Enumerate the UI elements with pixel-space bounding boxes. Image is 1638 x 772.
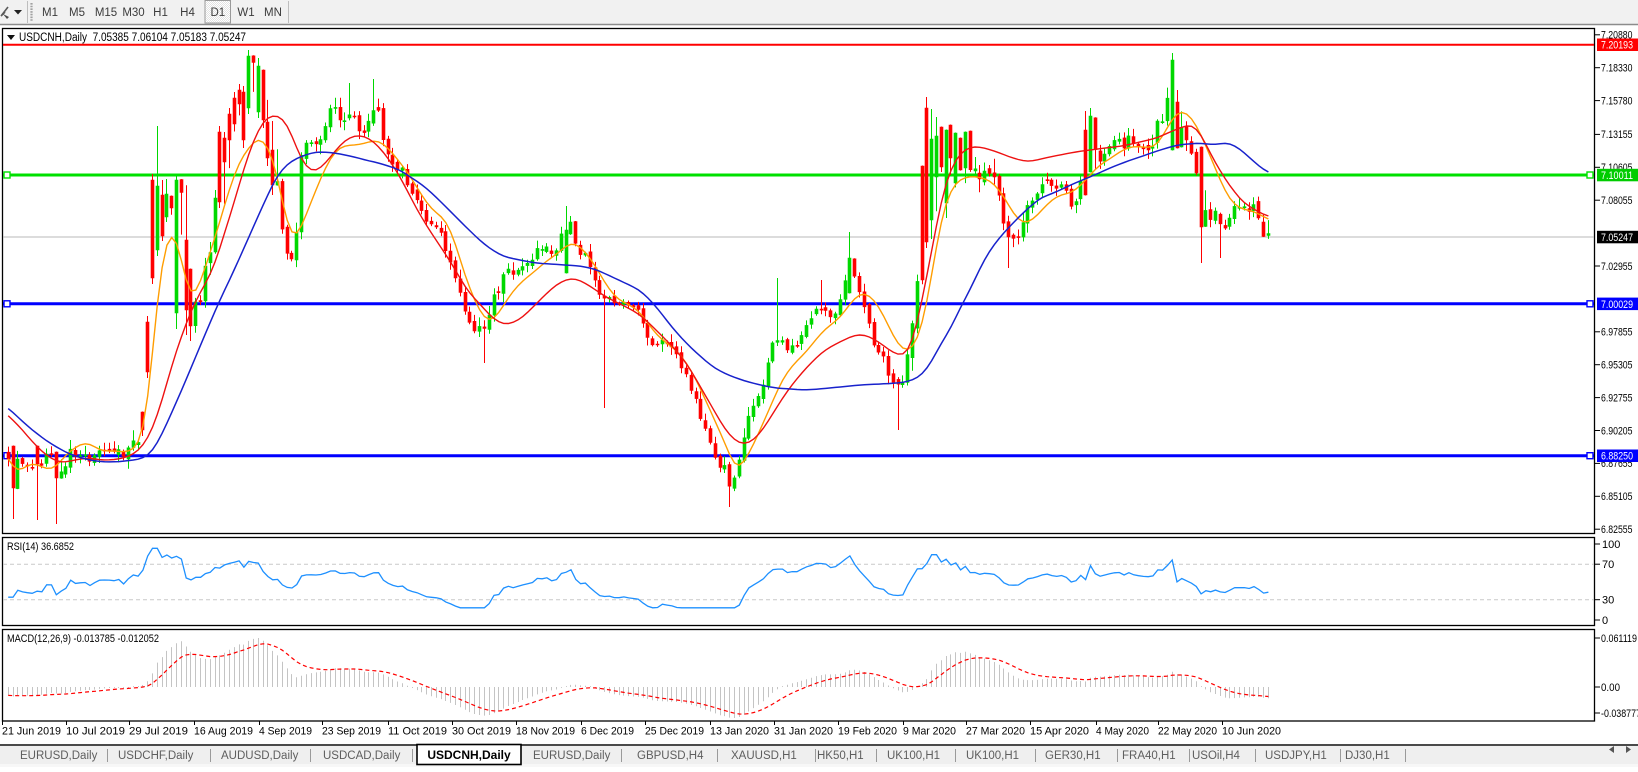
svg-text:16 Aug 2019: 16 Aug 2019 [194,726,253,738]
svg-text:4 Sep 2019: 4 Sep 2019 [259,726,312,738]
svg-text:M15: M15 [95,7,117,19]
svg-text:0: 0 [1602,615,1608,627]
svg-text:6.88250: 6.88250 [1601,451,1633,463]
svg-text:H4: H4 [180,7,195,19]
svg-text:XAUUSD,H1: XAUUSD,H1 [731,750,797,762]
svg-text:6.85105: 6.85105 [1601,491,1633,503]
svg-text:6.82555: 6.82555 [1601,524,1633,536]
svg-text:18 Nov 2019: 18 Nov 2019 [516,726,575,738]
svg-text:USDCNH,Daily 7.05385 7.06104: USDCNH,Daily 7.05385 7.06104 7.05183 7.0… [19,32,246,44]
svg-text:7.05247: 7.05247 [1601,232,1633,244]
svg-text:GER30,H1: GER30,H1 [1045,750,1101,762]
svg-text:10 Jun 2020: 10 Jun 2020 [1222,726,1281,738]
svg-text:USOil,H4: USOil,H4 [1192,750,1241,762]
svg-text:11 Oct 2019: 11 Oct 2019 [388,726,447,738]
svg-text:EURUSD,Daily: EURUSD,Daily [20,750,98,762]
svg-text:AUDUSD,Daily: AUDUSD,Daily [221,750,299,762]
svg-text:70: 70 [1602,559,1614,571]
svg-text:7.08055: 7.08055 [1601,195,1633,207]
svg-text:15 Apr 2020: 15 Apr 2020 [1030,726,1089,738]
svg-text:USDCHF,Daily: USDCHF,Daily [118,750,194,762]
svg-text:29 Jul 2019: 29 Jul 2019 [129,726,188,738]
svg-text:7.00029: 7.00029 [1601,299,1633,311]
svg-text:EURUSD,Daily: EURUSD,Daily [533,750,611,762]
svg-text:USDCNH,Daily: USDCNH,Daily [427,748,511,762]
svg-text:UK100,H1: UK100,H1 [966,750,1019,762]
svg-text:30: 30 [1602,595,1614,607]
svg-text:7.02955: 7.02955 [1601,261,1633,273]
svg-text:USDJPY,H1: USDJPY,H1 [1265,750,1327,762]
svg-text:FRA40,H1: FRA40,H1 [1122,750,1176,762]
svg-text:6.97855: 6.97855 [1601,327,1633,339]
svg-text:UK100,H1: UK100,H1 [887,750,940,762]
svg-text:W1: W1 [237,7,254,19]
svg-text:10 Jul 2019: 10 Jul 2019 [66,726,125,738]
svg-text:USDCAD,Daily: USDCAD,Daily [323,750,401,762]
svg-text:9 Mar 2020: 9 Mar 2020 [903,726,956,738]
svg-text:6 Dec 2019: 6 Dec 2019 [581,726,634,738]
svg-text:M5: M5 [69,7,85,19]
svg-text:21 Jun 2019: 21 Jun 2019 [2,726,61,738]
svg-text:MACD(12,26,9) -0.013785 -0.012: MACD(12,26,9) -0.013785 -0.012052 [7,633,159,645]
svg-text:7.20193: 7.20193 [1601,40,1633,52]
svg-text:100: 100 [1602,539,1620,551]
svg-text:-0.038777: -0.038777 [1601,708,1638,720]
svg-text:GBPUSD,H4: GBPUSD,H4 [637,750,704,762]
svg-text:7.13155: 7.13155 [1601,129,1633,141]
svg-text:4 May 2020: 4 May 2020 [1096,726,1149,738]
svg-text:31 Jan 2020: 31 Jan 2020 [774,726,833,738]
svg-text:19 Feb 2020: 19 Feb 2020 [838,726,897,738]
svg-text:22 May 2020: 22 May 2020 [1158,726,1217,738]
svg-text:D1: D1 [210,7,225,19]
svg-text:6.90205: 6.90205 [1601,425,1633,437]
svg-text:0.00: 0.00 [1601,682,1620,694]
svg-text:25 Dec 2019: 25 Dec 2019 [645,726,704,738]
svg-text:HK50,H1: HK50,H1 [817,750,864,762]
svg-text:27 Mar 2020: 27 Mar 2020 [966,726,1025,738]
svg-text:7.18330: 7.18330 [1601,63,1633,75]
svg-text:7.15780: 7.15780 [1601,95,1633,107]
svg-text:23 Sep 2019: 23 Sep 2019 [322,726,381,738]
svg-text:H1: H1 [153,7,168,19]
svg-text:0.061119: 0.061119 [1601,633,1637,645]
svg-text:13 Jan 2020: 13 Jan 2020 [710,726,769,738]
svg-text:RSI(14) 36.6852: RSI(14) 36.6852 [7,541,74,553]
svg-text:M30: M30 [122,7,144,19]
svg-text:DJ30,H1: DJ30,H1 [1345,750,1390,762]
svg-text:7.10011: 7.10011 [1601,170,1633,182]
svg-text:30 Oct 2019: 30 Oct 2019 [452,726,511,738]
svg-text:6.95305: 6.95305 [1601,360,1633,372]
svg-text:6.92755: 6.92755 [1601,392,1633,404]
svg-text:M1: M1 [42,7,58,19]
svg-text:MN: MN [264,7,282,19]
